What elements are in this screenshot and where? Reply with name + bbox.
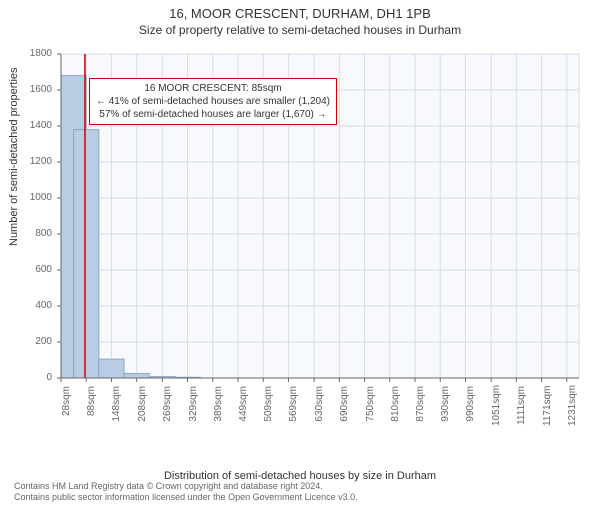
annotation-box: 16 MOOR CRESCENT: 85sqm← 41% of semi-det…	[89, 78, 337, 125]
x-tick-label: 329sqm	[188, 386, 199, 426]
y-tick-label: 600	[22, 264, 52, 275]
attribution-line-1: Contains HM Land Registry data © Crown c…	[14, 481, 358, 492]
x-tick-label: 449sqm	[238, 386, 249, 426]
y-tick-label: 1800	[22, 48, 52, 59]
attribution-line-2: Contains public sector information licen…	[14, 492, 358, 503]
x-tick-label: 148sqm	[111, 386, 122, 426]
x-tick-label: 630sqm	[314, 386, 325, 426]
x-axis-label: Distribution of semi-detached houses by …	[0, 470, 600, 482]
y-tick-label: 1200	[22, 156, 52, 167]
x-tick-label: 930sqm	[440, 386, 451, 426]
x-tick-label: 28sqm	[61, 386, 72, 426]
x-tick-label: 1171sqm	[542, 386, 553, 426]
y-axis-label: Number of semi-detached properties	[8, 67, 20, 246]
annotation-line: 57% of semi-detached houses are larger (…	[96, 108, 330, 121]
x-tick-label: 88sqm	[86, 386, 97, 426]
y-tick-label: 1400	[22, 120, 52, 131]
x-tick-label: 208sqm	[137, 386, 148, 426]
x-tick-label: 750sqm	[365, 386, 376, 426]
y-tick-label: 0	[22, 372, 52, 383]
x-tick-label: 389sqm	[213, 386, 224, 426]
x-tick-label: 269sqm	[162, 386, 173, 426]
x-tick-label: 1051sqm	[491, 386, 502, 426]
y-tick-label: 800	[22, 228, 52, 239]
page-subtitle: Size of property relative to semi-detach…	[0, 23, 600, 37]
annotation-line: 16 MOOR CRESCENT: 85sqm	[96, 82, 330, 95]
x-tick-label: 569sqm	[288, 386, 299, 426]
x-tick-label: 1231sqm	[567, 386, 578, 426]
y-tick-label: 1600	[22, 84, 52, 95]
x-tick-label: 690sqm	[339, 386, 350, 426]
x-tick-label: 509sqm	[263, 386, 274, 426]
annotation-line: ← 41% of semi-detached houses are smalle…	[96, 95, 330, 108]
x-tick-label: 1111sqm	[516, 386, 527, 426]
y-tick-label: 200	[22, 336, 52, 347]
x-tick-label: 810sqm	[390, 386, 401, 426]
y-tick-label: 400	[22, 300, 52, 311]
y-tick-label: 1000	[22, 192, 52, 203]
x-tick-label: 990sqm	[465, 386, 476, 426]
x-tick-label: 870sqm	[415, 386, 426, 426]
page-title: 16, MOOR CRESCENT, DURHAM, DH1 1PB	[0, 6, 600, 21]
